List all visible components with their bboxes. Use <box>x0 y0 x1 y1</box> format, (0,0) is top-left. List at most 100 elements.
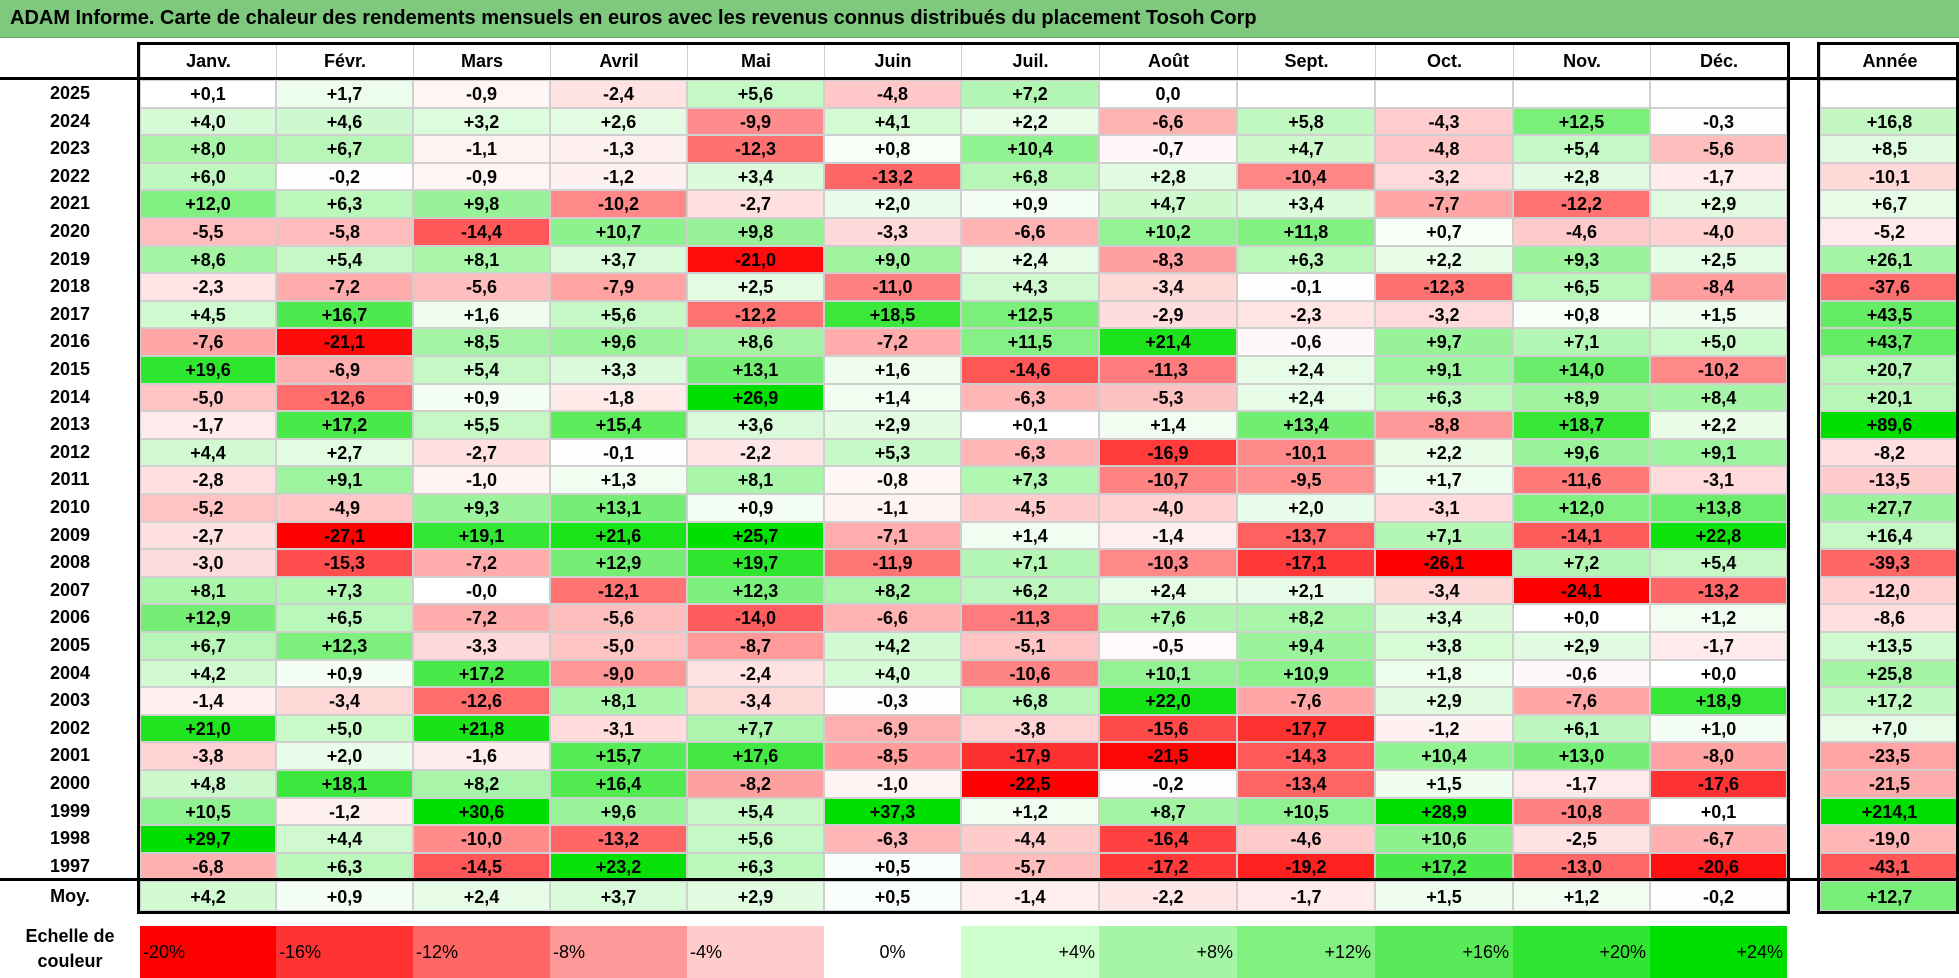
heatmap-cell: +2,2 <box>1375 438 1513 467</box>
heatmap-cell: +2,9 <box>1375 687 1513 715</box>
heatmap-cell: +2,1 <box>1237 576 1375 605</box>
heatmap-cell: -22,5 <box>961 770 1099 798</box>
heatmap-cell: +7,6 <box>1099 604 1237 632</box>
heatmap-cell: -2,3 <box>140 273 276 301</box>
heatmap-cell: +9,3 <box>1513 245 1650 274</box>
heatmap-cell: -8,7 <box>687 632 824 660</box>
heatmap-cell: +2,4 <box>1099 576 1237 605</box>
heatmap-cell: -13,7 <box>1237 521 1375 550</box>
heatmap-cell: -3,4 <box>1375 576 1513 605</box>
heatmap-cell: +23,2 <box>550 852 687 881</box>
annual-cell <box>1820 80 1959 108</box>
header-divider <box>0 77 1959 80</box>
average-cell: +0,9 <box>276 881 413 911</box>
year-label: 2007 <box>49 579 91 600</box>
heatmap-cell: -5,3 <box>1099 383 1237 412</box>
heatmap-cell: -10,6 <box>961 659 1099 688</box>
heatmap-cell: -0,0 <box>413 576 550 605</box>
heatmap-cell: +26,9 <box>687 383 824 412</box>
heatmap-cell: +6,1 <box>1513 714 1650 743</box>
annual-cell: +26,1 <box>1820 245 1959 274</box>
heatmap-cell: -3,3 <box>824 218 961 246</box>
heatmap-cell: +4,1 <box>824 107 961 136</box>
heatmap-cell: +2,9 <box>824 411 961 439</box>
heatmap-cell: +6,3 <box>276 852 413 881</box>
heatmap-cell: -13,2 <box>1650 576 1787 605</box>
heatmap-cell: +21,0 <box>140 714 276 743</box>
heatmap-cell: +0,8 <box>824 135 961 163</box>
heatmap-cell: +0,1 <box>140 80 276 108</box>
year-label: 2016 <box>49 331 91 352</box>
heatmap-cell: -0,3 <box>1650 107 1787 136</box>
heatmap-cell: -1,2 <box>550 162 687 191</box>
color-scale-stop: +16% <box>1375 926 1513 978</box>
year-label: 2024 <box>49 110 91 131</box>
heatmap-cell: -8,0 <box>1650 742 1787 770</box>
month-header: Avril <box>550 44 687 78</box>
heatmap-cell <box>1650 80 1787 108</box>
heatmap-cell: +6,8 <box>961 687 1099 715</box>
heatmap-cell: -12,3 <box>687 135 824 163</box>
heatmap-cell: -0,3 <box>824 687 961 715</box>
heatmap-cell: -10,0 <box>413 825 550 853</box>
heatmap-cell: -5,5 <box>140 218 276 246</box>
heatmap-cell: -11,3 <box>1099 356 1237 384</box>
heatmap-cell: -0,6 <box>1237 328 1375 356</box>
heatmap-cell: +8,1 <box>550 687 687 715</box>
year-header: Année <box>1820 44 1959 78</box>
heatmap-cell: +12,5 <box>1513 107 1650 136</box>
heatmap-cell: -0,9 <box>413 162 550 191</box>
heatmap-cell: +8,4 <box>1650 383 1787 412</box>
heatmap-cell: -6,9 <box>824 714 961 743</box>
heatmap-cell: +6,5 <box>1513 273 1650 301</box>
heatmap-cell: -6,8 <box>140 852 276 881</box>
heatmap-cell: -13,2 <box>824 162 961 191</box>
heatmap-cell: +7,2 <box>961 80 1099 108</box>
heatmap-cell: -9,9 <box>687 107 824 136</box>
heatmap-cell: +1,4 <box>961 521 1099 550</box>
heatmap-cell: +1,7 <box>276 80 413 108</box>
heatmap-cell: +4,5 <box>140 300 276 329</box>
heatmap-cell: -6,3 <box>961 383 1099 412</box>
annual-cell: +7,0 <box>1820 714 1959 743</box>
heatmap-cell: +10,1 <box>1099 659 1237 688</box>
heatmap-cell: +18,5 <box>824 300 961 329</box>
heatmap-cell: -11,0 <box>824 273 961 301</box>
heatmap-cell: -17,6 <box>1650 770 1787 798</box>
heatmap-cell: -2,7 <box>140 521 276 550</box>
heatmap-cell: -3,1 <box>550 714 687 743</box>
year-label: 2011 <box>50 469 90 490</box>
heatmap-cell: -4,8 <box>824 80 961 108</box>
color-scale-stop: -12% <box>413 926 550 978</box>
heatmap-cell: -2,3 <box>1237 300 1375 329</box>
heatmap-cell: -16,4 <box>1099 825 1237 853</box>
heatmap-cell: +2,4 <box>1237 383 1375 412</box>
year-label: 1998 <box>49 828 91 849</box>
heatmap-cell: +1,6 <box>824 356 961 384</box>
heatmap-cell: +7,7 <box>687 714 824 743</box>
heatmap-cell: +14,0 <box>1513 356 1650 384</box>
heatmap-cell: +37,3 <box>824 797 961 826</box>
heatmap-cell: +5,8 <box>1237 107 1375 136</box>
annual-cell: +6,7 <box>1820 190 1959 218</box>
heatmap-cell: +0,1 <box>1650 797 1787 826</box>
heatmap-cell: +8,2 <box>1237 604 1375 632</box>
heatmap-cell: +13,1 <box>550 494 687 522</box>
heatmap-cell: -15,3 <box>276 549 413 577</box>
heatmap-cell: -4,6 <box>1237 825 1375 853</box>
annual-cell: +20,1 <box>1820 383 1959 412</box>
heatmap-cell: +19,7 <box>687 549 824 577</box>
heatmap-cell: +9,7 <box>1375 328 1513 356</box>
heatmap-cell: +4,7 <box>1099 190 1237 218</box>
heatmap-cell: -6,7 <box>1650 825 1787 853</box>
heatmap-cell: -13,0 <box>1513 852 1650 881</box>
heatmap-cell: +16,4 <box>550 770 687 798</box>
heatmap-cell: +1,8 <box>1375 659 1513 688</box>
heatmap-cell: +4,4 <box>276 825 413 853</box>
year-label: 2005 <box>49 635 91 655</box>
heatmap-cell <box>1513 80 1650 108</box>
heatmap-cell: -11,3 <box>961 604 1099 632</box>
heatmap-cell: +3,3 <box>550 356 687 384</box>
heatmap-cell: +8,5 <box>413 328 550 356</box>
heatmap-cell: +2,4 <box>961 245 1099 274</box>
